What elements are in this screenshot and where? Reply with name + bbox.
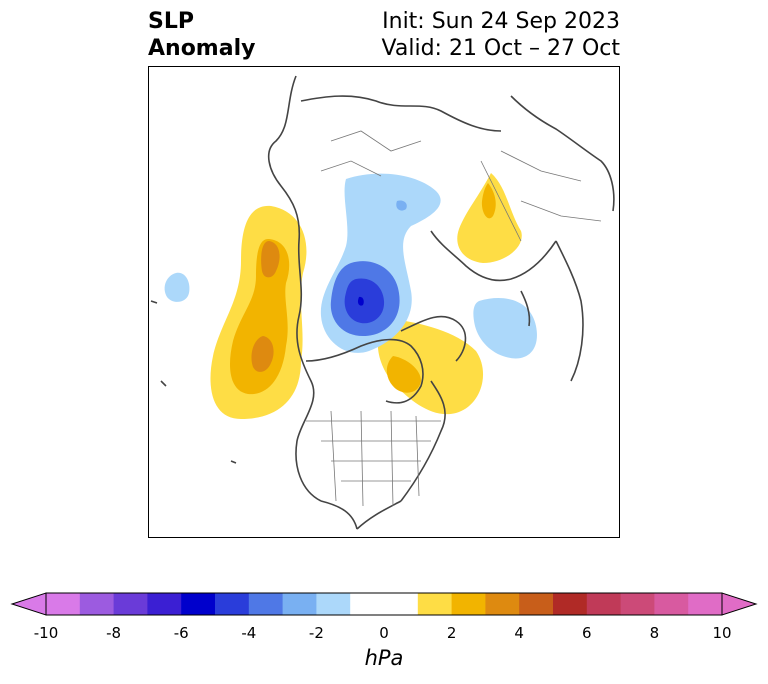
colorbar-tick-label: 4 <box>514 624 524 642</box>
colorbar-tick-label: 6 <box>582 624 592 642</box>
colorbar-tick-label: -8 <box>106 624 122 642</box>
colorbar-extend-low <box>10 592 47 616</box>
negative-anomaly-pacific-spot <box>164 272 190 302</box>
map-title: SLP Anomaly <box>148 8 255 62</box>
negative-anomaly-arctic-center <box>357 296 364 306</box>
title-line-1: SLP <box>148 9 194 34</box>
colorbar-cell <box>113 593 148 615</box>
colorbar-tick-label: 8 <box>649 624 660 642</box>
title-line-2: Anomaly <box>148 36 256 61</box>
colorbar-cell <box>688 593 723 615</box>
colorbar-tick-label: 0 <box>379 624 389 642</box>
anomaly-fields <box>164 173 537 419</box>
colorbar-tick-label: 2 <box>446 624 457 642</box>
positive-anomaly-pacific-core <box>251 336 274 372</box>
coastlines <box>150 75 615 530</box>
init-date: Init: Sun 24 Sep 2023 <box>382 9 620 34</box>
colorbar <box>10 592 758 616</box>
negative-anomaly-arctic-core <box>344 278 385 324</box>
colorbar-border <box>45 592 723 616</box>
colorbar-cell <box>485 593 520 615</box>
colorbar-tick-label: -10 <box>33 624 59 642</box>
colorbar-cell <box>316 593 351 615</box>
colorbar-cell <box>586 593 622 615</box>
map-panel <box>148 66 620 538</box>
colorbar-cell <box>553 593 588 615</box>
colorbar-cell <box>215 593 250 615</box>
colorbar-tick-label: -2 <box>308 624 324 642</box>
colorbar-tick-label: -4 <box>241 624 257 642</box>
negative-anomaly-siberia-spot <box>396 200 407 211</box>
colorbar-cell <box>79 593 115 615</box>
colorbar-tick-label: -6 <box>173 624 189 642</box>
colorbar-cell <box>417 593 453 615</box>
colorbar-units: hPa <box>364 646 404 670</box>
colorbar-extend-high <box>721 592 758 616</box>
colorbar-cell <box>384 593 419 615</box>
colorbar-cell <box>46 593 81 615</box>
positive-anomaly-siberia-inner <box>481 183 496 219</box>
colorbar-cells <box>46 593 723 615</box>
colorbar-cell <box>350 593 385 615</box>
colorbar-cell <box>147 593 182 615</box>
political-borders <box>306 130 602 507</box>
colorbar-tick-label: 10 <box>712 624 732 642</box>
colorbar-cell <box>654 593 689 615</box>
colorbar-cell <box>620 593 655 615</box>
colorbar-cell <box>451 593 486 615</box>
positive-anomaly-labrador-inner <box>386 356 421 393</box>
positive-anomaly-coast-core <box>261 241 280 278</box>
colorbar-cell <box>519 593 554 615</box>
map-dates: Init: Sun 24 Sep 2023 Valid: 21 Oct – 27… <box>382 8 620 62</box>
negative-anomaly-north-atlantic <box>473 298 537 359</box>
colorbar-cell <box>248 593 284 615</box>
colorbar-cell <box>282 593 317 615</box>
colorbar-cell <box>181 593 216 615</box>
valid-range: Valid: 21 Oct – 27 Oct <box>381 36 620 61</box>
positive-anomaly-pacific-inner <box>229 238 290 395</box>
